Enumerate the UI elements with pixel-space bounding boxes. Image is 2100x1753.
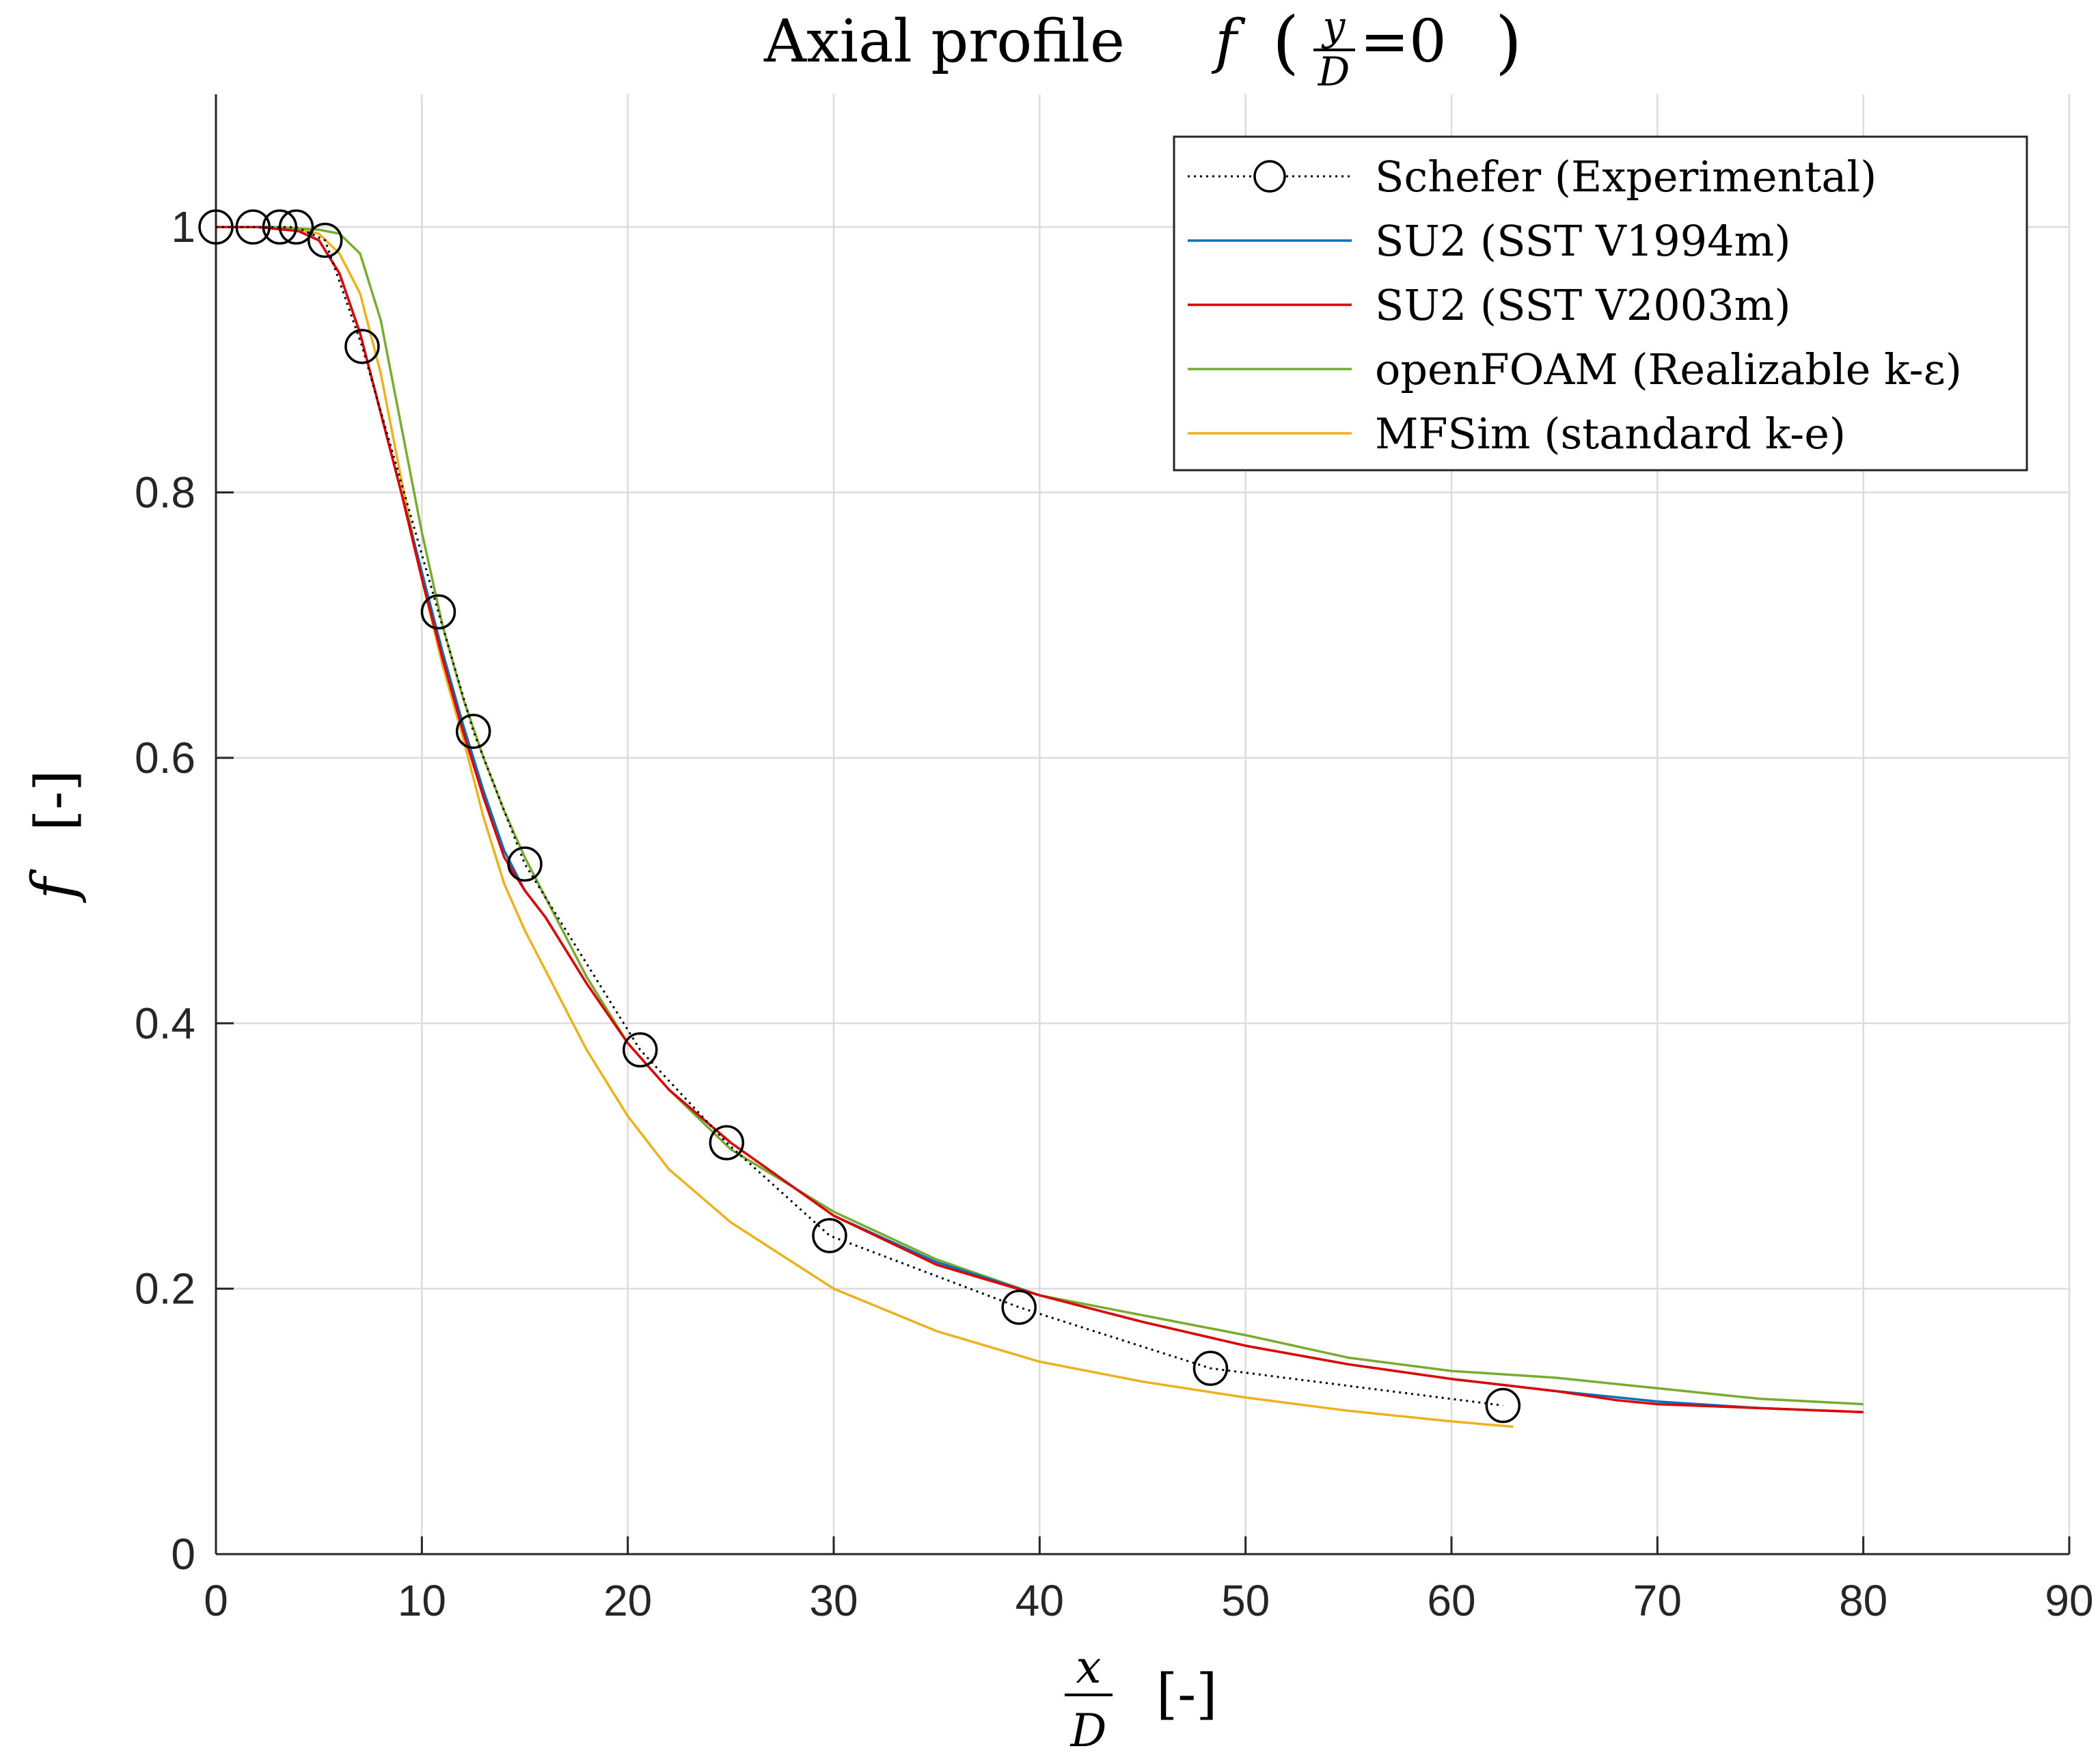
series-line: [216, 226, 1514, 1428]
series-line: [216, 226, 1864, 1406]
x-tick-label: 0: [204, 1576, 228, 1625]
x-tick-label: 90: [2045, 1576, 2093, 1625]
legend-label: openFOAM (Realizable k-ε): [1375, 344, 1962, 394]
data-point: [622, 1032, 658, 1068]
legend-label: SU2 (SST V2003m): [1375, 280, 1791, 330]
y-tick-label: 0.6: [135, 733, 195, 783]
axes-box: [215, 94, 2069, 1555]
title-frac-num: y: [1321, 3, 1346, 49]
title-close-paren: ): [1495, 2, 1522, 82]
ylabel-unit: [-]: [23, 770, 87, 831]
xlabel-frac-den: D: [1070, 1704, 1107, 1753]
y-tick-label: 0: [171, 1530, 195, 1579]
y-tick-label: 0.8: [135, 468, 195, 517]
legend-marker: [1253, 160, 1286, 193]
x-tick-label: 20: [603, 1576, 652, 1625]
data-point: [420, 594, 456, 630]
xlabel-frac-num: x: [1076, 1641, 1101, 1694]
data-point: [1192, 1350, 1229, 1386]
legend-label: Schefer (Experimental): [1375, 152, 1877, 202]
y-tick-label: 0.2: [135, 1264, 195, 1314]
series-line: [216, 226, 1503, 1407]
ticks: [215, 226, 2071, 1555]
legend: Schefer (Experimental) SU2 (SST V1994m) SU…: [1173, 135, 2028, 472]
title-text: Axial profile: [763, 8, 1125, 76]
x-tick-label: 30: [809, 1576, 858, 1625]
legend-box: [1173, 135, 2028, 472]
tick-labels: 0 10 20 30 40 50 60 70 80 90 0 0.2 0.4 0.6 0.8 1: [135, 202, 2094, 1625]
data-point: [262, 209, 298, 245]
x-tick-label: 10: [398, 1576, 446, 1625]
data-point: [198, 209, 234, 245]
y-tick-label: 1: [171, 202, 195, 252]
data-point: [507, 846, 543, 882]
series-layer: [198, 209, 1864, 1428]
xlabel-unit: [-]: [1156, 1662, 1217, 1726]
data-point: [709, 1125, 745, 1160]
data-point: [235, 209, 271, 245]
data-point: [1485, 1387, 1521, 1424]
x-tick-label: 80: [1839, 1576, 1887, 1625]
data-point: [307, 222, 343, 258]
x-tick-label: 60: [1427, 1576, 1475, 1625]
title-open-paren: (: [1272, 2, 1299, 82]
series-line: [216, 226, 1864, 1413]
x-tick-label: 70: [1633, 1576, 1682, 1625]
chart-title: Axial profile f ( y D =0 ): [763, 2, 1522, 95]
data-point: [812, 1218, 847, 1253]
data-point: [455, 714, 491, 749]
ylabel-var: f: [20, 869, 88, 903]
data-point: [1001, 1290, 1037, 1325]
title-var: f: [1211, 8, 1246, 76]
data-point: [344, 329, 380, 364]
legend-label: MFSim (standard k-e): [1375, 409, 1846, 459]
y-axis-label: f [-]: [20, 770, 88, 903]
x-axis-label: x D [-]: [1065, 1641, 1217, 1753]
title-eq: =0: [1360, 8, 1447, 76]
data-point: [278, 209, 314, 245]
title-frac-den: D: [1318, 49, 1350, 95]
legend-label: SU2 (SST V1994m): [1375, 216, 1791, 266]
x-tick-label: 40: [1015, 1576, 1064, 1625]
y-tick-label: 0.4: [135, 998, 195, 1048]
x-tick-label: 50: [1221, 1576, 1270, 1625]
